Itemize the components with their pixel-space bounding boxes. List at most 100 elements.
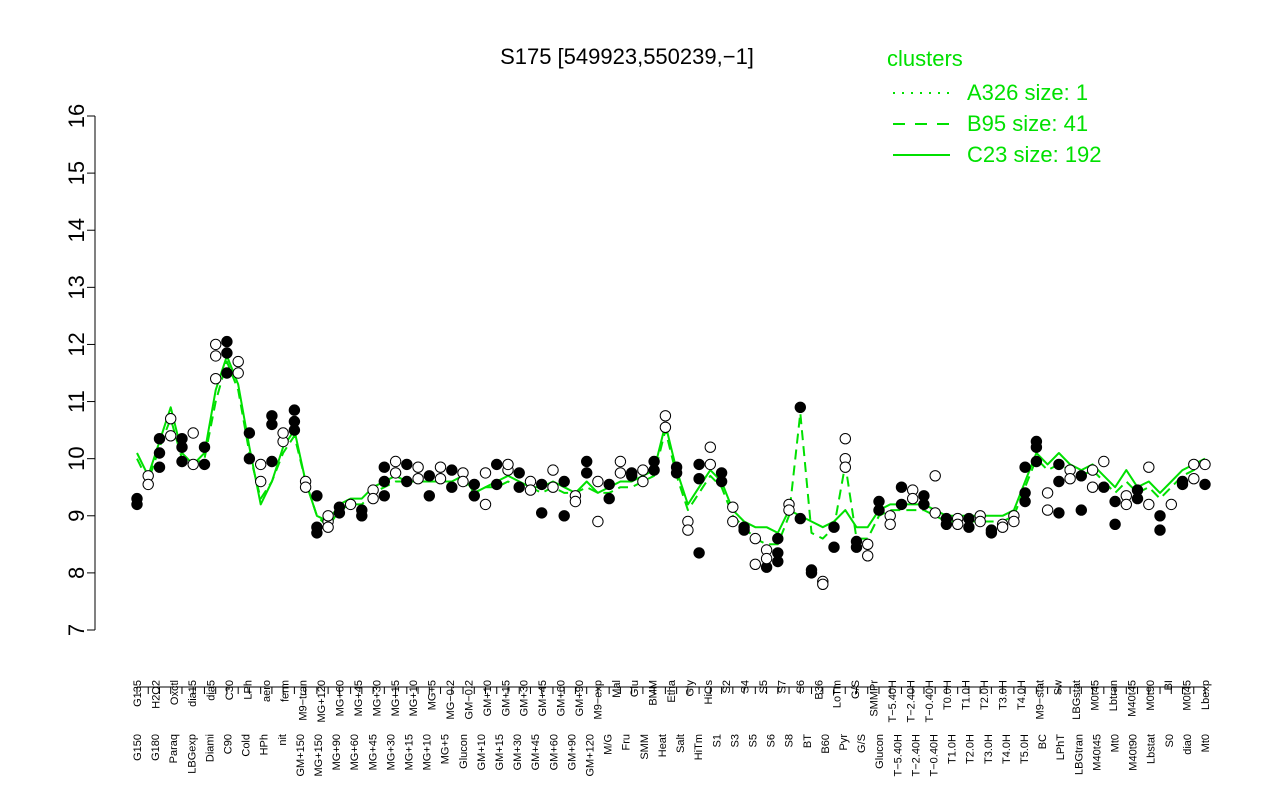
x-tick-label: MG+45 <box>353 680 365 716</box>
data-point <box>727 515 739 528</box>
data-point <box>255 458 267 471</box>
legend-label: B95 size: 41 <box>967 111 1088 136</box>
data-point <box>794 401 806 413</box>
x-tick-label: BT <box>802 734 814 748</box>
data-point <box>153 433 166 445</box>
data-point <box>378 475 390 488</box>
data-point <box>491 458 503 471</box>
x-tick-label: dia15 <box>187 680 199 707</box>
data-point <box>1154 524 1166 536</box>
data-point <box>1188 473 1200 485</box>
data-point <box>704 458 716 471</box>
x-tick-label: Mt0 <box>1200 734 1212 752</box>
data-point <box>659 421 672 433</box>
data-point <box>1075 504 1088 516</box>
x-tick-label: GM+30 <box>512 734 524 770</box>
x-tick-label: B60 <box>820 734 832 754</box>
data-point <box>929 507 941 519</box>
data-point <box>1053 458 1065 471</box>
data-point <box>210 373 222 385</box>
data-point <box>940 518 953 530</box>
data-point <box>862 538 874 550</box>
data-point <box>378 461 390 473</box>
x-tick-label: Glucon <box>458 734 470 769</box>
x-tick-label: Gly <box>684 680 696 697</box>
data-point <box>603 478 615 491</box>
data-point <box>715 475 728 488</box>
x-tick-label: MG+5 <box>427 680 439 710</box>
y-tick-label: 9 <box>64 510 89 522</box>
data-points <box>131 335 1211 590</box>
data-point <box>513 481 525 493</box>
data-point <box>1176 478 1189 491</box>
data-point <box>828 541 840 553</box>
x-tick-label: T4.0H <box>1016 680 1028 710</box>
x-tick-label: T−2.40H <box>905 680 917 723</box>
data-point <box>176 455 188 468</box>
data-point <box>693 458 705 471</box>
data-point <box>333 507 346 519</box>
y-tick-label: 16 <box>64 104 89 128</box>
data-point <box>176 433 188 445</box>
data-point <box>1075 470 1088 482</box>
x-tick-label: GM+15 <box>500 680 512 716</box>
data-point <box>648 464 660 476</box>
data-point <box>210 338 222 351</box>
data-point <box>637 464 649 476</box>
data-point <box>581 467 593 479</box>
data-point <box>536 478 548 491</box>
x-tick-label: M9−stat <box>1034 680 1046 719</box>
data-point <box>356 510 368 522</box>
x-tick-label: MG+15 <box>404 734 416 770</box>
x-tick-label: C90 <box>223 734 235 754</box>
data-point <box>401 475 413 488</box>
y-tick-label: 7 <box>64 624 89 636</box>
data-point <box>198 441 211 453</box>
x-tick-label: MG−0.2 <box>445 680 457 719</box>
x-tick-label: M40t90 <box>1128 734 1140 771</box>
x-tick-label: M40t45 <box>1126 680 1138 717</box>
x-tick-label: T−5.40H <box>892 734 904 777</box>
data-point <box>277 427 289 439</box>
x-tick-label: MG+150 <box>313 734 325 777</box>
y-tick-label: 14 <box>64 218 89 242</box>
data-point <box>839 433 851 445</box>
x-tick-label: S0 <box>1164 734 1176 747</box>
x-tick-label: H2O2 <box>150 680 162 709</box>
x-tick-label: M40t45 <box>1091 734 1103 771</box>
data-point <box>682 524 694 536</box>
data-point <box>378 490 390 502</box>
data-point <box>614 467 627 479</box>
x-tick-label: Sw <box>1053 680 1065 695</box>
data-point <box>828 521 840 533</box>
data-point <box>817 578 829 590</box>
x-tick-label: G150 <box>132 734 144 761</box>
data-point <box>288 404 301 416</box>
x-tick-label: MG+45 <box>367 734 379 770</box>
data-point <box>1188 458 1200 471</box>
data-point <box>1053 507 1065 519</box>
x-tick-label: S7 <box>777 680 789 693</box>
x-tick-label: Diami <box>204 734 216 762</box>
x-tick-label: nit <box>277 734 289 746</box>
y-tick-label: 13 <box>64 275 89 299</box>
data-point <box>513 467 525 479</box>
data-point <box>850 541 863 553</box>
x-tick-label: T2.0H <box>965 734 977 764</box>
x-tick-label: MG+15 <box>390 680 402 716</box>
data-point <box>243 427 256 439</box>
data-point <box>1131 492 1144 505</box>
data-point <box>446 481 458 493</box>
x-tick-label: Mal <box>611 680 623 698</box>
data-point <box>434 473 447 485</box>
data-point <box>929 470 941 482</box>
data-point <box>266 455 278 468</box>
x-tick-label: Oxctl <box>169 680 181 705</box>
y-tick-label: 12 <box>64 332 89 356</box>
data-point <box>704 441 716 453</box>
x-tick-label: G/S <box>856 734 868 753</box>
x-tick-label: Glucon <box>874 734 886 769</box>
data-point <box>389 467 402 479</box>
